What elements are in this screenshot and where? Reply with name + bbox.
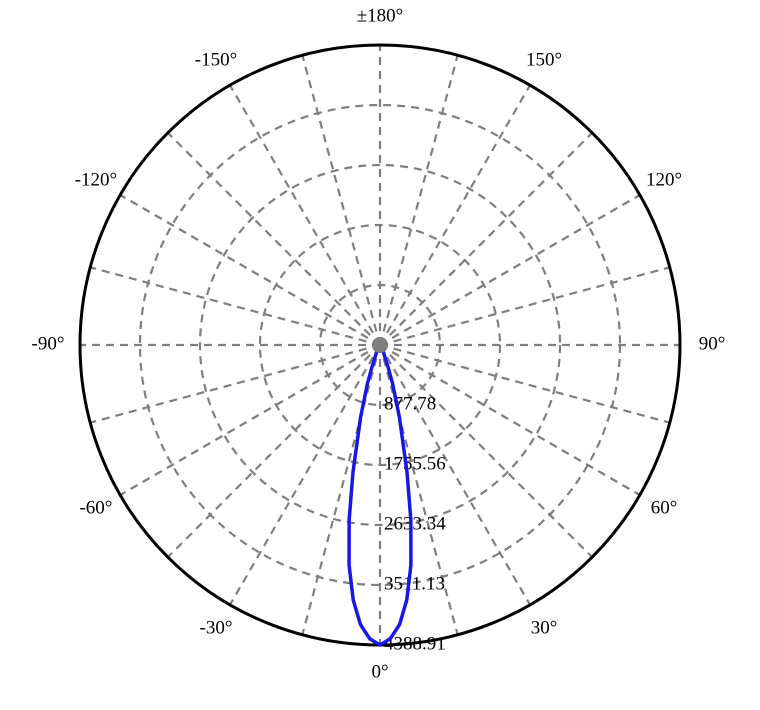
grid-spoke: [302, 345, 380, 635]
grid-spoke: [380, 85, 530, 345]
polar-chart: 877.781755.562633.343511.134388.91 0°30°…: [0, 0, 760, 710]
angle-label: -90°: [32, 333, 65, 354]
angle-label: 120°: [646, 169, 682, 190]
center-dot: [372, 337, 388, 353]
grid-spoke: [120, 345, 380, 495]
grid-spoke: [380, 345, 530, 605]
angle-label: -120°: [75, 169, 117, 190]
grid-spoke: [380, 267, 670, 345]
grid-spoke: [380, 55, 458, 345]
angle-label: 150°: [526, 49, 562, 70]
angle-label: -30°: [200, 617, 233, 638]
radial-label: 1755.56: [384, 453, 446, 474]
grid-spoke: [168, 133, 380, 345]
angle-label: -60°: [79, 497, 112, 518]
angle-label: 0°: [371, 661, 388, 682]
angle-label: ±180°: [357, 5, 404, 26]
angle-label: 30°: [531, 617, 558, 638]
grid-spoke: [90, 345, 380, 423]
grid-spoke: [230, 345, 380, 605]
angle-label: -150°: [195, 49, 237, 70]
grid-spoke: [380, 133, 592, 345]
grid-spoke: [380, 195, 640, 345]
radial-label: 3511.13: [384, 573, 445, 594]
angle-label: 90°: [699, 333, 726, 354]
radial-labels: 877.781755.562633.343511.134388.91: [384, 393, 446, 654]
angle-label: 60°: [651, 497, 678, 518]
grid-spoke: [302, 55, 380, 345]
radial-label: 877.78: [384, 393, 436, 414]
grid-spoke: [90, 267, 380, 345]
grid-spoke: [120, 195, 380, 345]
grid-spoke: [230, 85, 380, 345]
radial-label: 2633.34: [384, 513, 446, 534]
